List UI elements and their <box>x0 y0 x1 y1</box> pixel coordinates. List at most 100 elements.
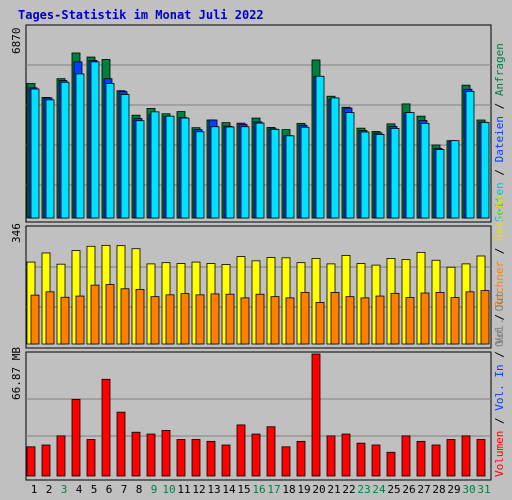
bar-volumen <box>446 439 456 477</box>
day-label: 31 <box>477 483 490 496</box>
bar-rechner <box>195 294 205 345</box>
bar-seiten <box>90 61 100 219</box>
bar-volumen <box>431 444 441 477</box>
day-label: 25 <box>387 483 400 496</box>
bar-seiten <box>135 120 145 219</box>
bar-volumen <box>191 439 201 477</box>
day-label: 22 <box>342 483 355 496</box>
bar-seiten <box>30 88 40 219</box>
bar-rechner <box>240 297 250 345</box>
legend-out: Out <box>493 327 506 347</box>
bar-seiten <box>180 117 190 219</box>
bar-volumen <box>56 435 66 477</box>
bar-rechner <box>255 293 265 345</box>
legend-separator: / <box>493 241 506 261</box>
bar-seiten <box>165 115 175 219</box>
day-label: 7 <box>121 483 128 496</box>
bar-volumen <box>281 446 291 477</box>
day-label: 16 <box>252 483 265 496</box>
bar-seiten <box>315 75 325 219</box>
bar-rechner <box>420 292 430 345</box>
bar-seiten <box>195 131 205 219</box>
legend-vol-out: Vol. Out <box>493 292 506 345</box>
bar-rechner <box>360 297 370 345</box>
bar-rechner <box>225 293 235 345</box>
day-label: 26 <box>402 483 415 496</box>
legend-seiten: Seiten <box>493 182 506 222</box>
day-label: 4 <box>76 483 83 496</box>
day-label: 30 <box>462 483 475 496</box>
bar-volumen <box>206 440 216 477</box>
bar-seiten <box>405 112 415 219</box>
bar-volumen <box>296 440 306 477</box>
bar-rechner <box>105 284 115 345</box>
bar-rechner <box>435 292 445 345</box>
bar-seiten <box>75 73 85 219</box>
bar-seiten <box>225 126 235 219</box>
day-label: 15 <box>237 483 250 496</box>
day-label: 14 <box>222 483 236 496</box>
bar-seiten <box>45 99 55 219</box>
bar-rechner <box>285 297 295 345</box>
legend-separator: / <box>493 345 506 365</box>
day-label: 24 <box>372 483 386 496</box>
day-label: 27 <box>417 483 430 496</box>
legend-separator: / <box>493 307 506 327</box>
visits-legend: Out / Rechner / Besuche <box>493 195 506 347</box>
bar-rechner <box>330 292 340 345</box>
volume-legend: Volumen / Vol. In / Vol. Out <box>493 292 506 477</box>
bar-rechner <box>405 297 415 345</box>
bar-volumen <box>356 442 366 477</box>
bar-seiten <box>255 122 265 219</box>
legend-besuche: Besuche <box>493 195 506 241</box>
bar-rechner <box>345 296 355 345</box>
volume-scale-label: 66.87 MB <box>10 347 23 400</box>
bar-volumen <box>41 444 51 477</box>
bar-seiten <box>450 140 460 219</box>
bar-seiten <box>360 131 370 219</box>
bar-volumen <box>26 446 36 477</box>
bar-seiten <box>300 126 310 219</box>
day-label: 19 <box>297 483 310 496</box>
day-label: 12 <box>192 483 205 496</box>
bar-seiten <box>240 126 250 219</box>
bar-rechner <box>450 297 460 345</box>
bar-seiten <box>105 83 115 219</box>
bar-rechner <box>390 292 400 345</box>
bar-rechner <box>120 288 130 345</box>
hits-legend: Seiten / Dateien / Anfragen <box>493 43 506 222</box>
legend-dateien: Dateien <box>493 116 506 162</box>
bar-rechner <box>90 284 100 345</box>
bar-rechner <box>315 302 325 345</box>
bar-seiten <box>150 111 160 219</box>
bar-rechner <box>45 291 55 345</box>
bar-seiten <box>465 91 475 219</box>
legend-separator: / <box>493 162 506 182</box>
bar-volumen <box>236 424 246 477</box>
day-label: 13 <box>207 483 220 496</box>
bar-rechner <box>60 296 70 345</box>
bar-volumen <box>266 426 276 477</box>
bar-volumen <box>416 440 426 477</box>
bar-volumen <box>326 435 336 477</box>
chart-title: Tages-Statistik im Monat Juli 2022 <box>18 8 264 22</box>
bar-volumen <box>311 353 321 477</box>
bar-volumen <box>131 431 141 477</box>
legend-separator: / <box>493 96 506 116</box>
legend-vol-in: Vol. In <box>493 364 506 410</box>
day-label: 8 <box>136 483 143 496</box>
day-label: 28 <box>432 483 445 496</box>
bar-seiten <box>60 81 70 219</box>
bar-volumen <box>101 378 111 477</box>
bar-volumen <box>146 433 156 477</box>
bar-rechner <box>210 293 220 345</box>
bar-seiten <box>285 135 295 219</box>
bar-volumen <box>71 398 81 477</box>
bar-rechner <box>180 293 190 345</box>
day-label: 5 <box>91 483 98 496</box>
bar-volumen <box>371 444 381 477</box>
bar-rechner <box>30 294 40 345</box>
bar-volumen <box>221 444 231 477</box>
bar-seiten <box>210 126 220 219</box>
